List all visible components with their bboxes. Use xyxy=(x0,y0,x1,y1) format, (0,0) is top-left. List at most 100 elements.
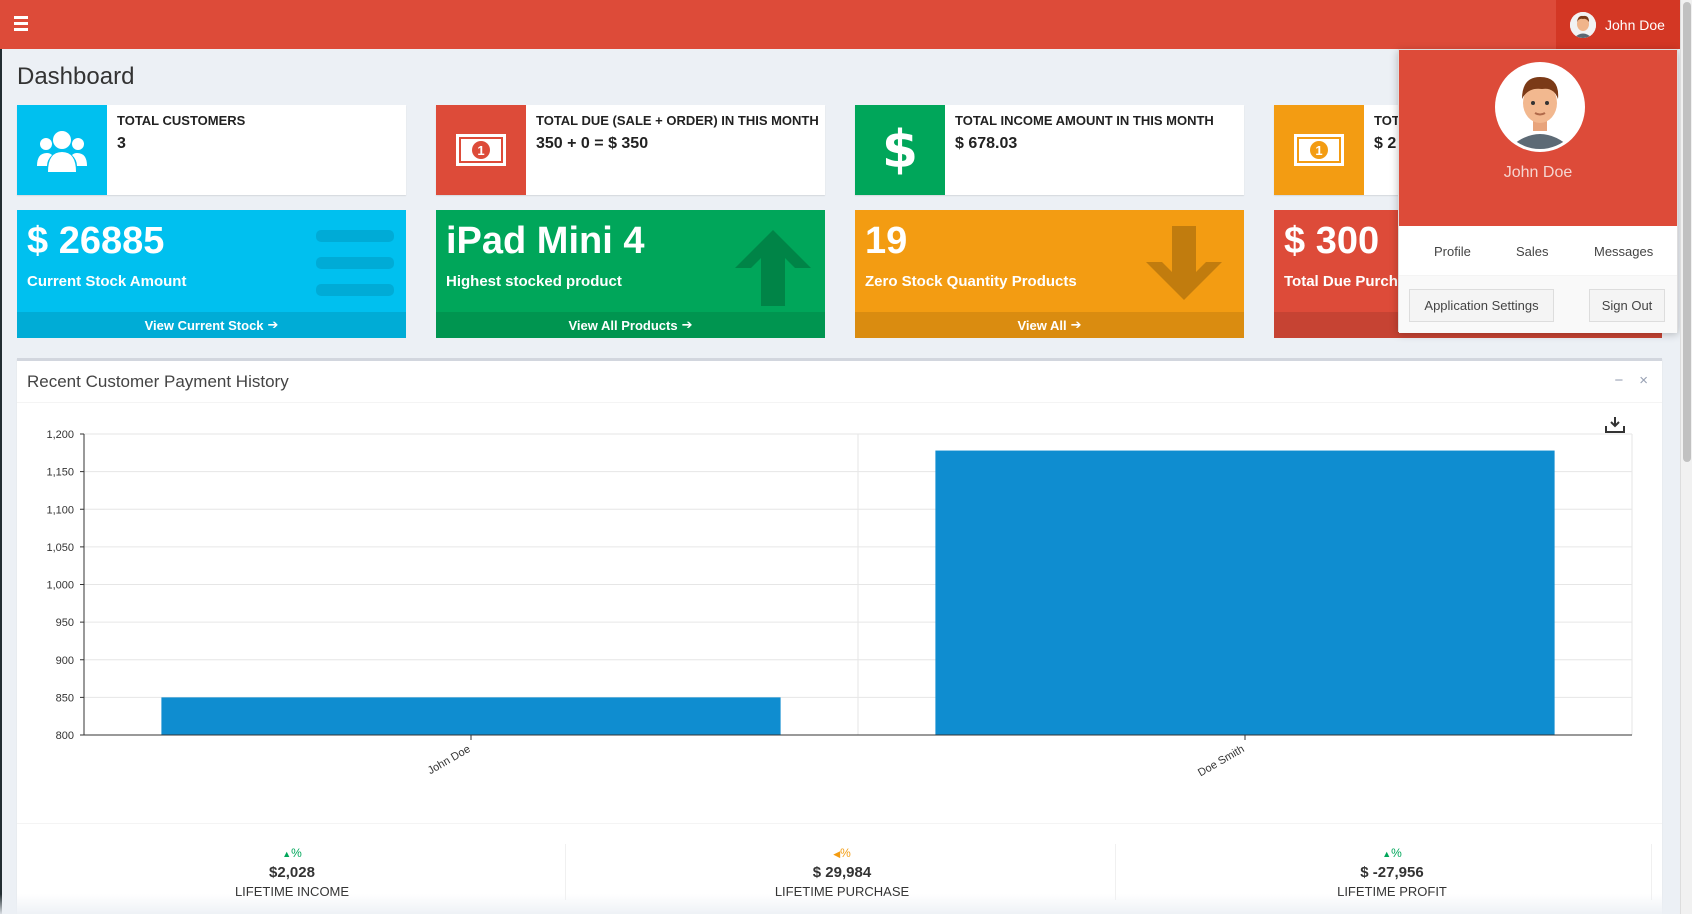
stat-pct-text: % xyxy=(291,846,302,860)
user-dropdown-header: John Doe xyxy=(1399,50,1677,226)
bar-chart: 800 850 900 950 1,000 1,050 1,100 1,150 1,200 Joh… xyxy=(46,429,1633,779)
stat-divider xyxy=(1115,844,1116,900)
small-box-footer-label: View Current Stock xyxy=(144,317,264,333)
user-avatar-large xyxy=(1495,62,1585,152)
payment-history-panel: Recent Customer Payment History − × 800 8… xyxy=(17,358,1662,914)
panel-title: Recent Customer Payment History xyxy=(27,372,289,391)
stat-divider xyxy=(565,844,566,900)
sales-link[interactable]: Sales xyxy=(1516,244,1549,259)
sign-out-button[interactable]: Sign Out xyxy=(1589,289,1665,322)
stat-pct-text: % xyxy=(1391,846,1402,860)
small-box-zero-stock: 19 Zero Stock Quantity Products View All… xyxy=(855,210,1244,338)
view-current-stock-link[interactable]: View Current Stock ➔ xyxy=(17,312,406,338)
panel-header: Recent Customer Payment History − × xyxy=(17,361,1662,403)
small-box-label: Highest stocked product xyxy=(446,273,622,290)
small-box-label: Current Stock Amount xyxy=(27,273,187,290)
stat-percentage: ▲% xyxy=(17,846,567,860)
svg-text:1: 1 xyxy=(477,143,484,158)
view-all-products-link[interactable]: View All Products ➔ xyxy=(436,312,825,338)
application-settings-button[interactable]: Application Settings xyxy=(1409,289,1554,322)
stat-pct-text: % xyxy=(840,846,851,860)
y-tick-label: 850 xyxy=(56,692,74,704)
y-tick-label: 1,200 xyxy=(46,429,74,441)
info-box-total-due: 1 TOTAL DUE (SALE + ORDER) IN THIS MONTH… xyxy=(436,105,825,195)
user-menu-button[interactable]: John Doe xyxy=(1556,0,1680,49)
lifetime-stats-row: ▲% $2,028 LIFETIME INCOME ◀% $ 29,984 LI… xyxy=(17,823,1662,914)
avatar xyxy=(1570,11,1596,38)
menu-toggle-icon[interactable] xyxy=(14,16,32,32)
money-icon: 1 xyxy=(1274,105,1364,195)
download-icon[interactable] xyxy=(1604,416,1626,439)
caret-up-icon: ▲ xyxy=(282,849,292,859)
small-box-value: iPad Mini 4 xyxy=(446,220,645,262)
page-scrollbar[interactable] xyxy=(1680,0,1692,914)
arrow-down-icon xyxy=(1144,224,1224,307)
stat-caption: LIFETIME PROFIT xyxy=(1337,884,1447,899)
y-tick-label: 1,050 xyxy=(46,542,74,554)
y-tick-label: 950 xyxy=(56,617,74,629)
top-navbar: John Doe xyxy=(0,0,1692,49)
user-dropdown-menu: John Doe Profile Sales Messages Applicat… xyxy=(1398,49,1678,333)
svg-text:1: 1 xyxy=(1315,143,1322,158)
small-box-value: 19 xyxy=(865,220,908,262)
small-box-footer-label: View All Products xyxy=(568,317,678,333)
info-box-value: $ 2 xyxy=(1374,135,1397,152)
page-title: Dashboard xyxy=(17,63,135,90)
stat-caption: LIFETIME INCOME xyxy=(234,884,350,899)
small-box-highest-stocked: iPad Mini 4 Highest stocked product View… xyxy=(436,210,825,338)
info-box-value: 3 xyxy=(117,135,126,152)
stat-lifetime-income: ▲% $2,028 LIFETIME INCOME xyxy=(17,824,567,914)
small-box-label: Total Due Purcha xyxy=(1284,273,1407,290)
y-tick-label: 900 xyxy=(56,655,74,667)
y-tick-label: 800 xyxy=(56,730,74,742)
arrow-circle-right-icon: ➔ xyxy=(1070,317,1082,332)
y-tick-label: 1,100 xyxy=(46,504,74,516)
messages-link[interactable]: Messages xyxy=(1594,244,1654,259)
close-icon[interactable]: × xyxy=(1639,372,1648,389)
users-icon xyxy=(17,105,107,195)
stat-percentage: ▲% xyxy=(1117,846,1667,860)
user-name: John Doe xyxy=(1605,16,1665,33)
profile-link[interactable]: Profile xyxy=(1434,244,1471,259)
scrollbar-thumb[interactable] xyxy=(1683,2,1691,462)
small-box-footer-label: View All xyxy=(1017,317,1067,333)
stat-amount: $ 29,984 xyxy=(812,864,872,881)
user-dropdown-links: Profile Sales Messages xyxy=(1399,226,1677,276)
info-box-total-income: $ TOTAL INCOME AMOUNT IN THIS MONTH $ 67… xyxy=(855,105,1244,195)
x-tick-label: John Doe xyxy=(426,743,473,777)
small-box-value: $ 300 xyxy=(1284,220,1380,262)
bars-icon xyxy=(316,230,394,301)
x-tick-label: Doe Smith xyxy=(1196,743,1246,779)
stat-lifetime-purchase: ◀% $ 29,984 LIFETIME PURCHASE xyxy=(567,824,1117,914)
panel-tools: − × xyxy=(1614,372,1648,389)
stat-lifetime-profit: ▲% $ -27,956 LIFETIME PROFIT xyxy=(1117,824,1667,914)
info-box-value: 350 + 0 = $ 350 xyxy=(536,135,649,152)
dollar-icon: $ xyxy=(855,105,945,195)
arrow-circle-right-icon: ➔ xyxy=(681,317,693,332)
arrow-circle-right-icon: ➔ xyxy=(267,317,279,332)
user-dropdown-name: John Doe xyxy=(1503,164,1573,181)
money-icon: 1 xyxy=(436,105,526,195)
info-box-total-customers: TOTAL CUSTOMERS 3 xyxy=(17,105,406,195)
small-box-current-stock: $ 26885 Current Stock Amount View Curren… xyxy=(17,210,406,338)
stat-amount: $ -27,956 xyxy=(1360,864,1424,881)
caret-up-icon: ▲ xyxy=(1382,849,1392,859)
info-box-value: $ 678.03 xyxy=(955,135,1018,152)
stat-divider xyxy=(1651,844,1652,900)
info-box-label: TOTAL DUE (SALE + ORDER) IN THIS MONTH xyxy=(536,113,819,128)
small-box-label: Zero Stock Quantity Products xyxy=(865,273,1077,290)
info-box-label: TOT xyxy=(1374,113,1400,128)
info-box-label: TOTAL CUSTOMERS xyxy=(117,113,246,128)
bar xyxy=(161,697,781,735)
view-all-link[interactable]: View All ➔ xyxy=(855,312,1244,338)
y-tick-label: 1,000 xyxy=(46,580,74,592)
caret-left-icon: ◀ xyxy=(833,849,841,859)
small-box-value: $ 26885 xyxy=(27,220,165,262)
stat-amount: $2,028 xyxy=(269,864,315,881)
sidebar-edge xyxy=(0,49,2,914)
info-box-label: TOTAL INCOME AMOUNT IN THIS MONTH xyxy=(955,113,1214,128)
user-dropdown-footer: Application Settings Sign Out xyxy=(1399,276,1677,333)
stat-caption: LIFETIME PURCHASE xyxy=(774,884,910,899)
stat-percentage: ◀% xyxy=(567,846,1117,860)
minimize-icon[interactable]: − xyxy=(1614,372,1624,389)
